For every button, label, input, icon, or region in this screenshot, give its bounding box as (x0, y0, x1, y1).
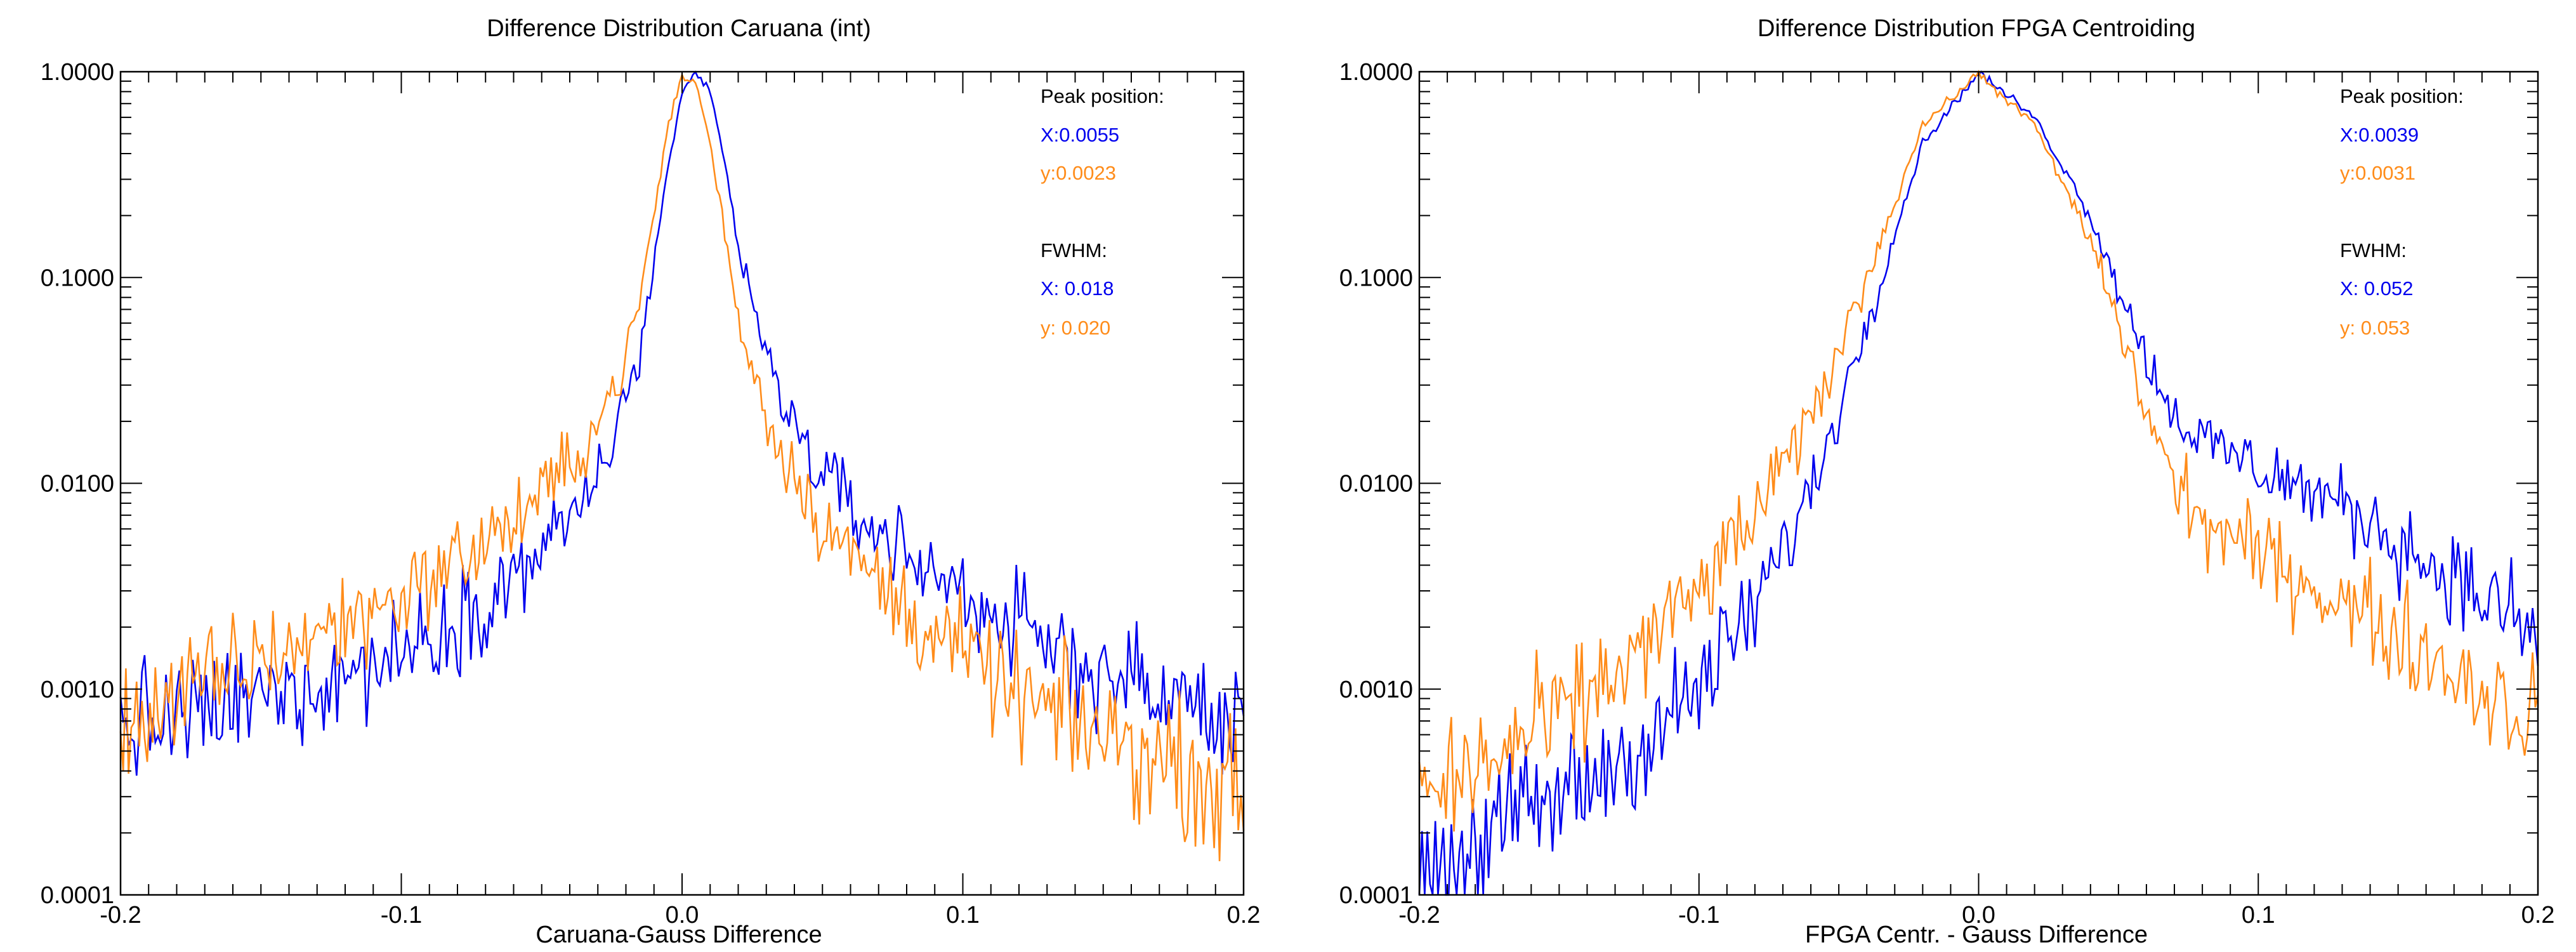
right-fwhm-heading: FWHM: (2340, 239, 2407, 261)
right-series-y-line (1418, 70, 2539, 832)
left-plot-frame (119, 70, 1245, 896)
right-x-tick-label: 0.1 (2242, 902, 2275, 929)
right-y-tick-label: 0.1000 (1339, 265, 1413, 291)
right-y-tick-label: 0.0100 (1339, 471, 1413, 498)
left-peak-x-value: X:0.0055 (1041, 124, 1119, 146)
right-y-tick-label: 0.0001 (1339, 882, 1413, 909)
right-series-x-line (1418, 70, 2539, 896)
left-fwhm-heading: FWHM: (1041, 239, 1107, 261)
left-chart-x-axis-label: Caruana-Gauss Difference (536, 922, 822, 948)
left-fwhm-x-value: X: 0.018 (1041, 277, 1114, 300)
left-series-y-line (119, 72, 1245, 861)
right-chart-title: Difference Distribution FPGA Centroiding (1758, 15, 2195, 42)
left-y-tick-label: 0.1000 (41, 265, 114, 291)
left-x-tick-label: -0.1 (381, 902, 422, 929)
left-y-tick-label: 0.0001 (41, 882, 114, 909)
right-x-tick-label: 0.2 (2521, 902, 2555, 929)
right-chart-panel: Difference Distribution FPGA Centroiding… (1339, 15, 2555, 948)
left-peak-heading: Peak position: (1041, 85, 1164, 107)
left-x-tick-label: 0.1 (946, 902, 980, 929)
left-y-tick-label: 0.0100 (41, 471, 114, 498)
right-peak-x-value: X:0.0039 (2340, 124, 2419, 146)
left-x-tick-label: 0.2 (1227, 902, 1261, 929)
right-peak-y-value: y:0.0031 (2340, 162, 2415, 184)
right-x-tick-label: -0.2 (1398, 902, 1440, 929)
right-peak-heading: Peak position: (2340, 85, 2464, 107)
left-fwhm-y-value: y: 0.020 (1041, 317, 1110, 339)
left-chart-panel: Difference Distribution Caruana (int) Ca… (41, 15, 1261, 948)
left-chart-title: Difference Distribution Caruana (int) (487, 15, 871, 42)
left-y-tick-label: 1.0000 (41, 59, 114, 86)
right-fwhm-y-value: y: 0.053 (2340, 317, 2410, 339)
left-x-tick-label: -0.2 (100, 902, 141, 929)
right-y-tick-label: 0.0010 (1339, 677, 1413, 703)
right-chart-x-axis-label: FPGA Centr. - Gauss Difference (1805, 922, 2148, 948)
left-peak-y-value: y:0.0023 (1041, 162, 1116, 184)
right-y-tick-label: 1.0000 (1339, 59, 1413, 86)
right-x-tick-label: 0.0 (1962, 902, 1995, 929)
left-x-tick-label: 0.0 (666, 902, 699, 929)
right-fwhm-x-value: X: 0.052 (2340, 277, 2413, 300)
right-x-tick-label: -0.1 (1678, 902, 1719, 929)
right-plot-frame (1418, 70, 2539, 896)
left-y-tick-label: 0.0010 (41, 677, 114, 703)
